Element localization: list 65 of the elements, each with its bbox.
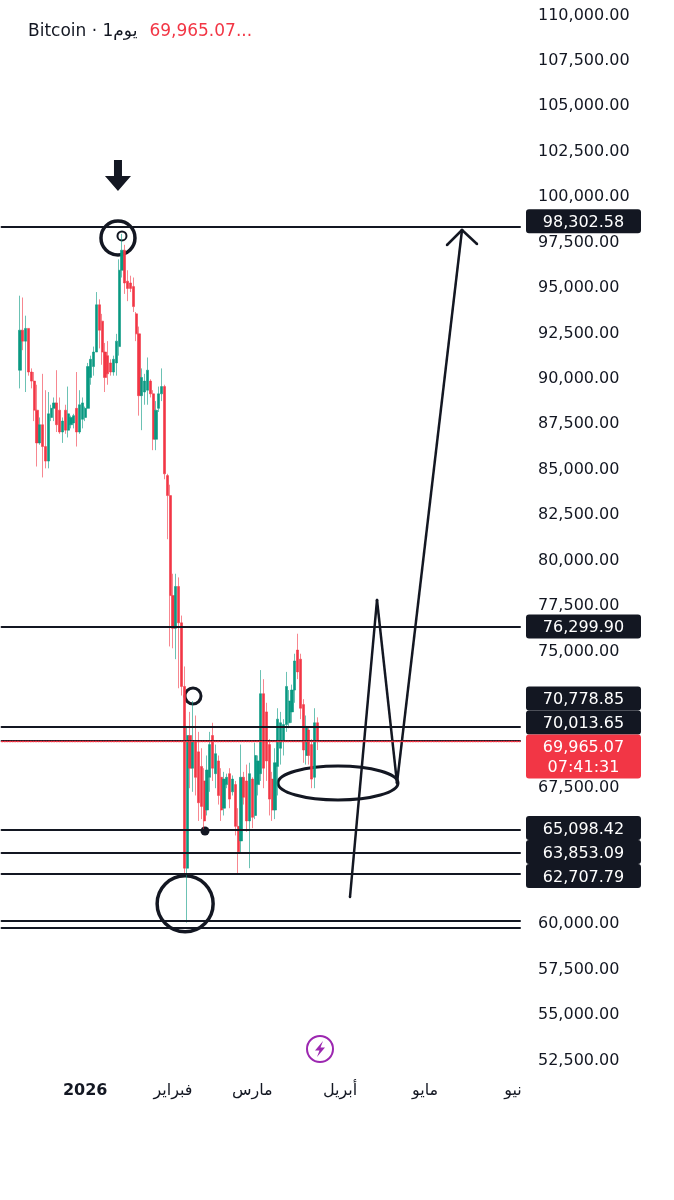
ref-line-label: 76,299.90	[542, 616, 625, 636]
y-tick-label: 100,000.00	[538, 186, 630, 206]
x-tick-label: أبريل	[322, 1078, 358, 1100]
candlestick	[146, 357, 149, 406]
ref-line-label: 65,098.42	[542, 818, 625, 838]
x-tick-label: مارس	[231, 1079, 273, 1100]
candlestick	[231, 775, 234, 796]
candlestick	[140, 368, 143, 431]
candlestick	[222, 771, 226, 816]
y-tick-label: 80,000.00	[538, 549, 620, 569]
candlestick	[174, 573, 177, 660]
candlestick	[75, 371, 78, 447]
candlestick	[52, 397, 56, 422]
y-tick-label: 97,500.00	[538, 231, 620, 251]
candlestick	[186, 726, 189, 923]
candlestick	[191, 700, 194, 793]
candlestick	[245, 764, 248, 833]
y-tick-label: 57,500.00	[538, 958, 620, 978]
ref-line-label: 98,302.58	[542, 211, 625, 231]
y-tick-label: 60,000.00	[538, 913, 620, 933]
candlestick	[24, 315, 27, 393]
chart-subtitle: 69,965.07...	[149, 20, 253, 40]
candlestick	[61, 417, 64, 444]
ref-line-label: 69,965.07 07:41:31	[542, 736, 625, 776]
candlestick	[18, 295, 22, 389]
y-tick-label: 95,000.00	[538, 277, 620, 297]
x-tick-label: نيو	[503, 1079, 522, 1100]
candlestick	[72, 413, 75, 429]
y-tick-label: 110,000.00	[538, 4, 630, 24]
y-tick-label: 55,000.00	[538, 1004, 620, 1024]
ref-line-label: 62,707.79	[542, 866, 625, 886]
candlestick	[38, 417, 41, 446]
candlestick	[214, 744, 217, 789]
y-tick-label: 77,500.00	[538, 595, 620, 615]
candlestick	[228, 767, 231, 809]
x-tick-label: فبراير	[152, 1079, 193, 1100]
candlestick	[254, 742, 257, 820]
candlestick	[248, 762, 251, 869]
y-tick-label: 82,500.00	[538, 504, 620, 524]
candlestick	[78, 389, 81, 435]
y-tick-label: 75,000.00	[538, 640, 620, 660]
candlestick	[55, 369, 58, 433]
candlestick	[67, 386, 70, 438]
y-tick-label: 67,500.00	[538, 776, 620, 796]
candlestick	[47, 391, 50, 469]
x-tick-label: مايو	[411, 1079, 439, 1100]
y-tick-label: 107,500.00	[538, 49, 630, 69]
candlestick	[313, 707, 316, 789]
y-tick-label: 92,500.00	[538, 322, 620, 342]
candlestick	[64, 404, 67, 435]
candlestick	[41, 373, 44, 478]
y-tick-label: 85,000.00	[538, 458, 620, 478]
x-tick-label: 2026	[62, 1079, 108, 1099]
ref-line-label: 70,778.85	[542, 688, 625, 708]
ref-line-label: 70,013.65	[542, 712, 625, 732]
chart-title: Bitcoin · 1يوم	[28, 20, 138, 40]
candlestick	[132, 277, 135, 313]
y-tick-label: 105,000.00	[538, 95, 630, 115]
y-tick-label: 87,500.00	[538, 413, 620, 433]
candlestick	[251, 777, 254, 829]
ref-line-label: 63,853.09	[542, 842, 625, 862]
y-tick-label: 52,500.00	[538, 1049, 620, 1069]
candlestick	[21, 297, 24, 351]
y-tick-label: 90,000.00	[538, 367, 620, 387]
y-tick-label: 102,500.00	[538, 140, 630, 160]
